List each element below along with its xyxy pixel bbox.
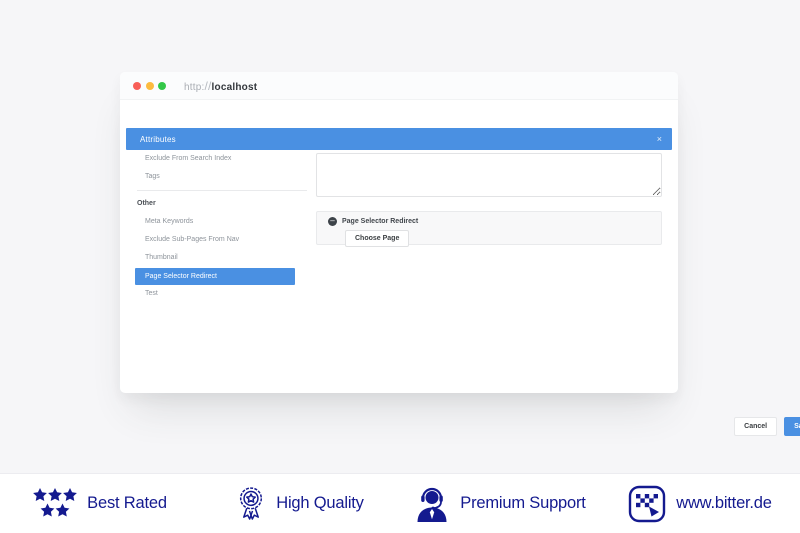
attributes-modal: Attributes × Exclude From Search Index T… — [126, 128, 800, 436]
trust-badges-footer: Best Rated High Quality — [0, 473, 800, 533]
sidebar-item-exclude-from-search-index[interactable]: Exclude From Search Index — [145, 155, 232, 162]
traffic-lights — [133, 81, 166, 90]
five-stars-icon — [33, 488, 78, 519]
sidebar-item-meta-keywords[interactable]: Meta Keywords — [145, 218, 194, 225]
badge-label: Premium Support — [460, 494, 586, 512]
badge-premium-support: Premium Support — [400, 485, 600, 523]
address-bar[interactable]: http://localhost — [184, 79, 257, 93]
attributes-sidebar: Exclude From Search Index Tags Other Met… — [126, 150, 310, 303]
attribute-textarea[interactable] — [316, 153, 662, 197]
award-rosette-icon — [236, 485, 266, 523]
url-scheme: http: — [184, 81, 205, 93]
sidebar-item-thumbnail[interactable]: Thumbnail — [145, 254, 178, 261]
url-host: localhost — [211, 81, 258, 93]
badge-high-quality: High Quality — [200, 485, 400, 523]
sidebar-item-tags[interactable]: Tags — [145, 173, 160, 180]
bitter-logo-icon — [628, 485, 666, 523]
sidebar-divider — [137, 190, 307, 191]
close-window-icon[interactable] — [133, 81, 141, 90]
close-icon[interactable]: × — [656, 133, 662, 144]
browser-window: http://localhost Attributes × Exclude Fr… — [120, 72, 800, 436]
panel-title: Page Selector Redirect — [342, 218, 419, 225]
maximize-window-icon[interactable] — [158, 81, 166, 90]
modal-header: Attributes × — [126, 128, 672, 150]
badge-label: Best Rated — [87, 494, 167, 512]
collapse-icon[interactable]: – — [328, 217, 337, 226]
badge-best-rated: Best Rated — [0, 488, 200, 519]
sidebar-section-other: Other — [137, 200, 156, 207]
modal-actions: Cancel Save Changes — [316, 417, 800, 436]
browser-chrome: http://localhost — [120, 72, 678, 100]
page-selector-redirect-panel: – Page Selector Redirect Choose Page — [316, 211, 662, 247]
badge-label: www.bitter.de — [676, 494, 772, 512]
url-slashes: // — [204, 78, 212, 93]
badge-label: High Quality — [276, 494, 364, 512]
sidebar-item-test[interactable]: Test — [145, 290, 158, 297]
attribute-content: – Page Selector Redirect Choose Page Can… — [316, 153, 800, 436]
support-agent-icon — [414, 485, 450, 523]
sidebar-item-page-selector-redirect[interactable]: Page Selector Redirect — [135, 268, 295, 285]
cancel-button[interactable]: Cancel — [734, 417, 778, 436]
choose-page-button[interactable]: Choose Page — [345, 230, 410, 247]
badge-website: www.bitter.de — [600, 485, 800, 523]
save-changes-button[interactable]: Save Changes — [784, 417, 800, 436]
minimize-window-icon[interactable] — [145, 81, 154, 90]
sidebar-item-exclude-sub-pages[interactable]: Exclude Sub-Pages From Nav — [145, 236, 240, 243]
modal-title: Attributes — [140, 134, 176, 144]
